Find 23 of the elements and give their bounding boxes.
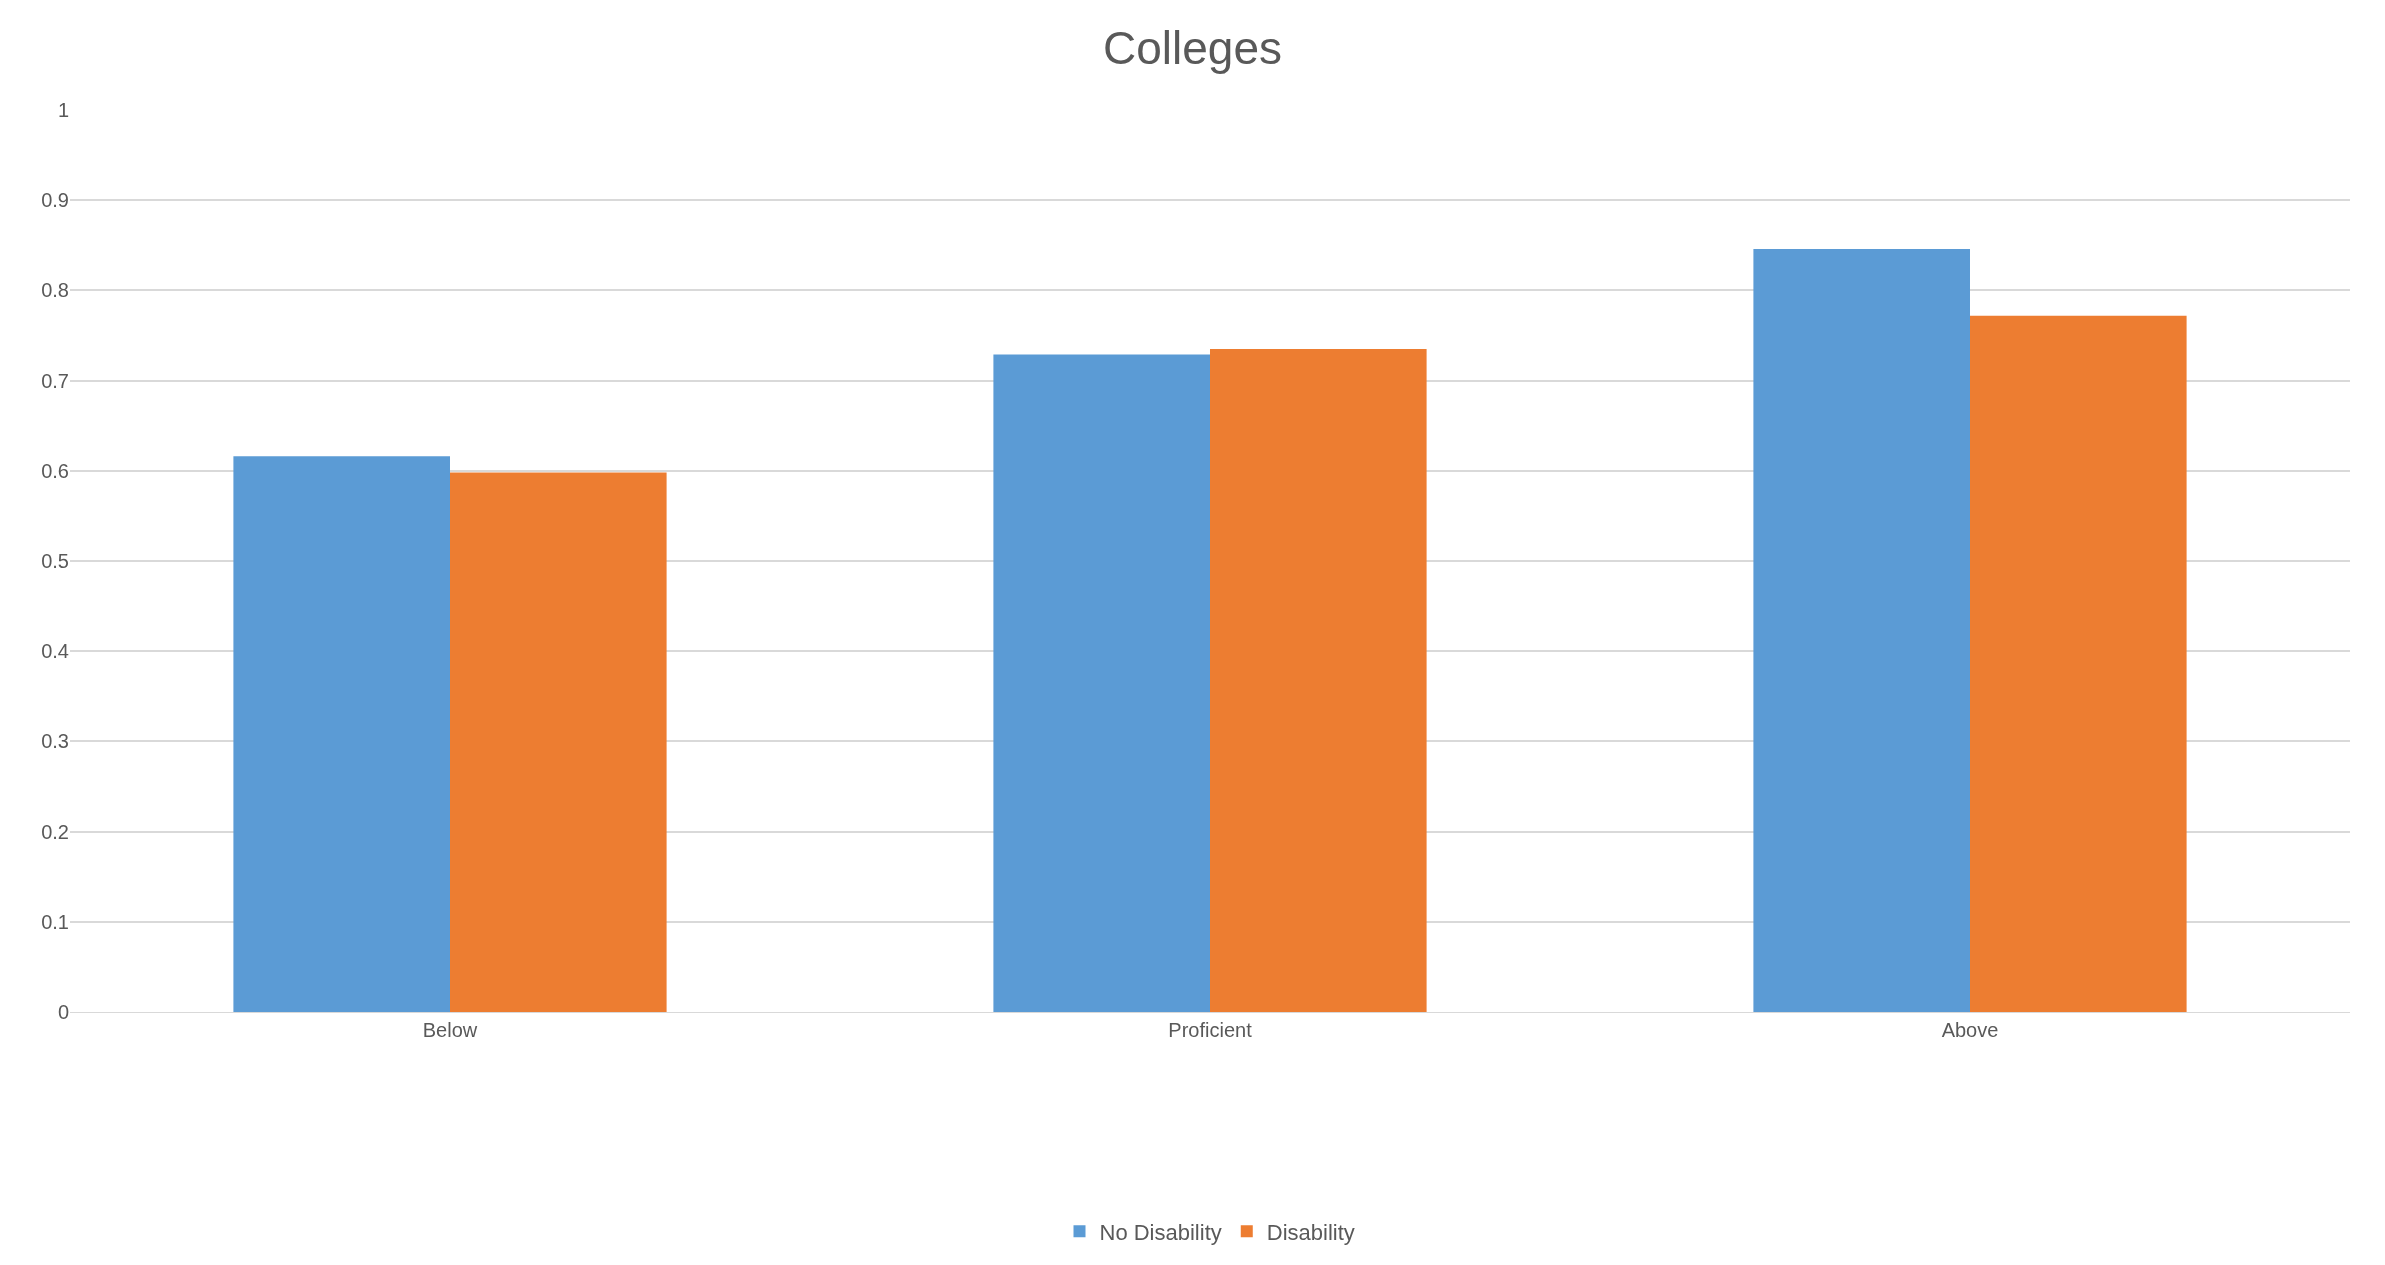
bar [1210,349,1427,1012]
y-tick-label: 0.9 [41,189,69,212]
y-tick-label: 0.6 [41,459,69,482]
chart-title: Colleges [1103,21,1282,74]
x-tick-label: Below [422,1019,478,1041]
y-tick-label: 0.2 [41,820,69,843]
y-tick-label: 0.4 [41,640,69,663]
y-tick-label: 0.5 [41,550,69,572]
bar [993,354,1210,1012]
y-tick-label: 0.3 [41,730,69,753]
y-tick-label: 0.1 [41,910,69,933]
bar [233,456,450,1012]
x-tick-label: Above [1941,1019,1999,1041]
y-tick-label: 0.7 [41,369,69,392]
bar [1753,248,1970,1012]
x-tick-label: Proficient [1168,1019,1253,1041]
y-tick-label: 0.8 [41,279,69,302]
y-tick-label: 0 [57,1001,69,1023]
y-tick-label: 1 [57,99,69,121]
legend-label: Disability [1266,1219,1355,1245]
legend-label: No Disability [1099,1219,1222,1245]
bar [1970,315,2187,1012]
bar [450,472,667,1012]
